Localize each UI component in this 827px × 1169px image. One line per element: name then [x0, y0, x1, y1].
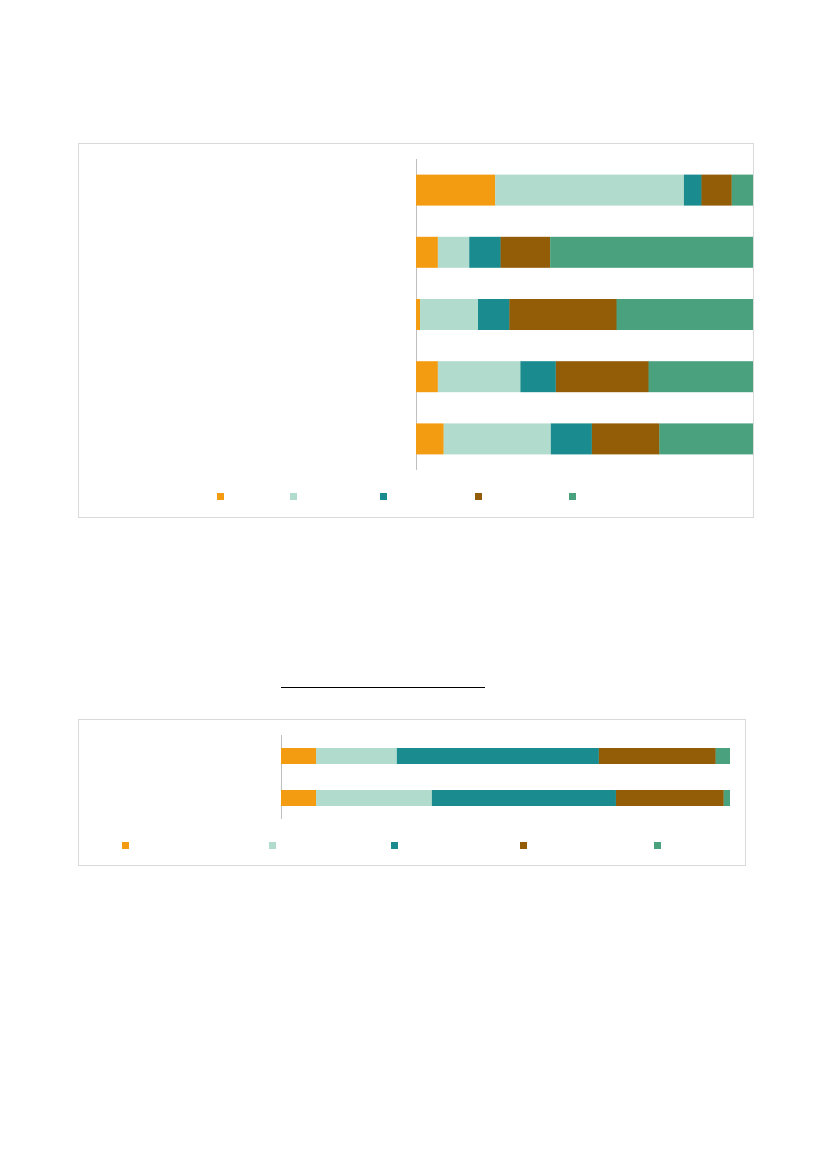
- chart-1-bar-row3-series2: [420, 299, 479, 330]
- chart-2-bar-row1-series1: [281, 748, 317, 764]
- chart-1-legend-marker-series5: [569, 493, 576, 500]
- chart-1-bar-row3-series1: [416, 299, 421, 330]
- chart-2-legend-marker-series4: [520, 842, 527, 849]
- chart-2-bar-row1-series4: [598, 748, 716, 764]
- chart-1: [78, 143, 754, 518]
- chart-1-plot: [217, 159, 753, 500]
- chart-2-bar-row1-series3: [396, 748, 599, 764]
- chart-2-bar-row1-series2: [316, 748, 397, 764]
- chart-1-bar-row2-series3: [469, 236, 501, 268]
- chart-1-bar-row5-series4: [591, 423, 660, 455]
- chart-2-bar-row2-series2: [316, 790, 432, 806]
- chart-1-bar-row5-series2: [443, 423, 551, 455]
- chart-2: [78, 719, 746, 866]
- chart-1-bar-row2-series4: [500, 236, 551, 268]
- chart-1-bar-row1-series2: [495, 174, 684, 206]
- chart-1-legend-marker-series4: [475, 493, 482, 500]
- chart-2-bar-row2-series4: [615, 790, 724, 806]
- chart-1-legend-marker-series3: [380, 493, 387, 500]
- chart-2-plot: [122, 735, 730, 849]
- chart-2-legend-marker-series5: [654, 842, 661, 849]
- chart-1-legend-marker-series1: [217, 493, 224, 500]
- chart-1-bar-row4-series5: [648, 361, 753, 393]
- chart-1-legend-marker-series2: [290, 493, 297, 500]
- chart-1-bar-row3-series3: [478, 299, 510, 330]
- chart-1-bar-row1-series3: [683, 174, 702, 206]
- chart-1-bar-row3-series4: [509, 299, 617, 330]
- chart-1-bar-row2-series1: [416, 236, 438, 268]
- chart-2-legend-marker-series2: [269, 842, 276, 849]
- chart-1-bar-row5-series3: [550, 423, 592, 455]
- chart-1-bar-row4-series2: [437, 361, 521, 393]
- chart-1-bar-row4-series3: [520, 361, 556, 393]
- chart-1-bar-row2-series5: [550, 236, 753, 268]
- chart-1-bar-row5-series5: [659, 423, 753, 455]
- chart-1-bar-row4-series4: [555, 361, 649, 393]
- chart-1-bar-row1-series1: [416, 174, 496, 206]
- chart-1-bar-row3-series5: [616, 299, 753, 330]
- chart-1-bar-row5-series1: [416, 423, 444, 455]
- chart-2-legend-marker-series1: [122, 842, 129, 849]
- chart-2-bar-row2-series3: [431, 790, 616, 806]
- chart-2-bar-row1-series5: [715, 748, 730, 764]
- chart-2-bar-row2-series5: [723, 790, 730, 806]
- chart-1-bar-row2-series2: [437, 236, 470, 268]
- chart-1-bar-row1-series5: [731, 174, 753, 206]
- chart-2-legend-marker-series3: [391, 842, 398, 849]
- chart-2-bar-row2-series1: [281, 790, 317, 806]
- underline-rule: [281, 687, 485, 688]
- chart-1-bar-row1-series4: [701, 174, 732, 206]
- chart-1-bar-row4-series1: [416, 361, 438, 393]
